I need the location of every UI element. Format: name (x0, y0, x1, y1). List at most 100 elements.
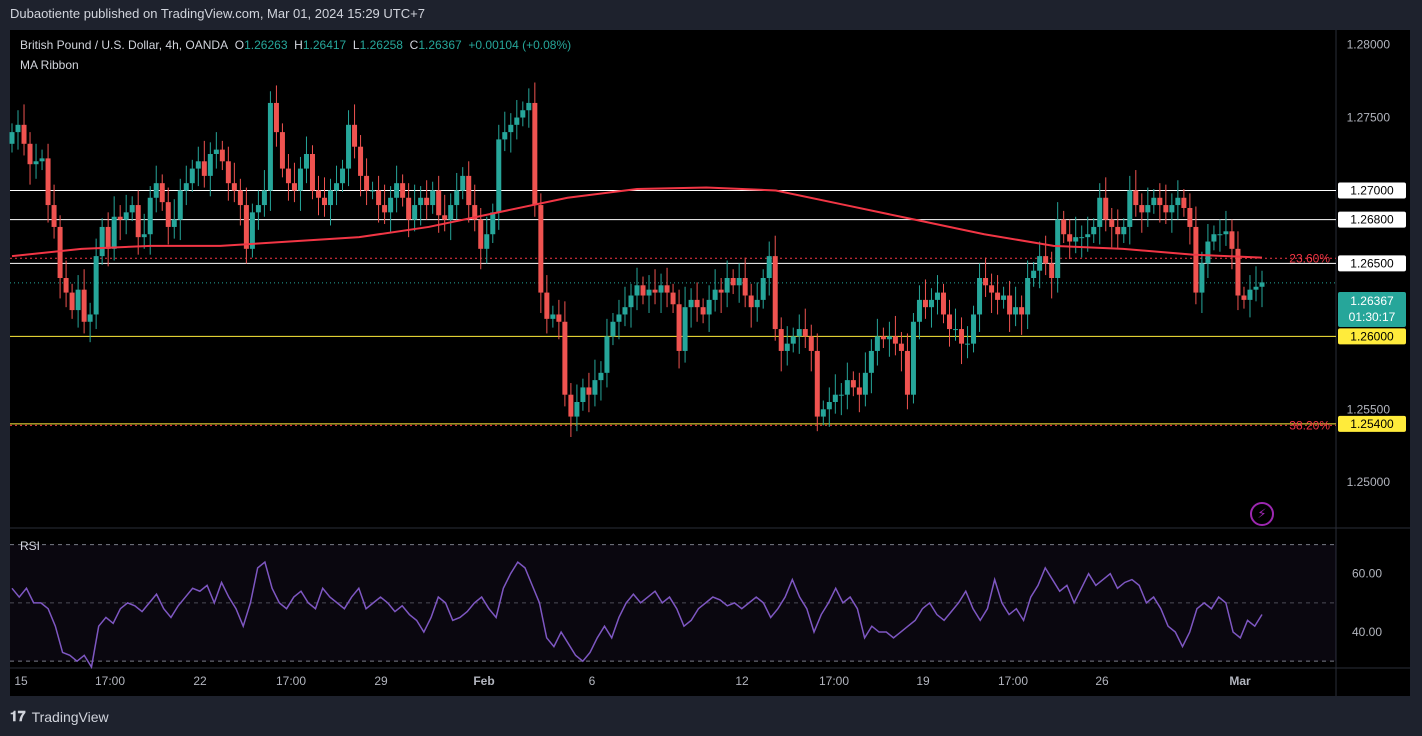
candle-body[interactable] (334, 183, 340, 191)
candle-body[interactable] (69, 292, 75, 311)
candle-body[interactable] (934, 292, 940, 300)
candle-body[interactable] (285, 168, 291, 184)
candle-body[interactable] (718, 289, 724, 293)
candle-body[interactable] (724, 278, 730, 293)
candle-body[interactable] (63, 278, 69, 293)
candle-body[interactable] (568, 394, 574, 417)
candle-body[interactable] (33, 161, 39, 165)
candle-body[interactable] (910, 321, 916, 395)
candle-body[interactable] (814, 350, 820, 417)
candle-body[interactable] (466, 175, 472, 206)
candle-body[interactable] (850, 380, 856, 388)
indicator-ma-ribbon[interactable]: MA Ribbon (20, 58, 79, 72)
candle-body[interactable] (358, 146, 364, 176)
candle-body[interactable] (105, 226, 111, 249)
candle-body[interactable] (502, 132, 508, 140)
candle-body[interactable] (213, 149, 219, 154)
candle-body[interactable] (592, 380, 598, 395)
candle-body[interactable] (424, 197, 430, 206)
candle-body[interactable] (670, 292, 676, 305)
candle-body[interactable] (45, 158, 51, 206)
candle-body[interactable] (454, 190, 460, 206)
candle-body[interactable] (460, 175, 466, 191)
candle-body[interactable] (862, 372, 868, 395)
candle-body[interactable] (1157, 197, 1163, 206)
rsi-line[interactable] (11, 560, 1263, 670)
candle-body[interactable] (1247, 289, 1253, 300)
candle-body[interactable] (922, 299, 928, 308)
candle-body[interactable] (892, 336, 898, 344)
candle-body[interactable] (1073, 237, 1079, 242)
candle-body[interactable] (838, 394, 844, 396)
candle-body[interactable] (291, 183, 297, 191)
candle-body[interactable] (141, 234, 147, 238)
candle-body[interactable] (1109, 219, 1115, 227)
candle-body[interactable] (1037, 256, 1043, 271)
candle-body[interactable] (135, 205, 141, 238)
candle-body[interactable] (364, 175, 370, 191)
candle-body[interactable] (598, 372, 604, 381)
chart-panel[interactable] (10, 30, 1410, 696)
candle-body[interactable] (231, 183, 237, 191)
candle-body[interactable] (664, 285, 670, 293)
candle-body[interactable] (1055, 219, 1061, 278)
candle-body[interactable] (496, 139, 502, 213)
candle-body[interactable] (352, 124, 358, 147)
ma-ribbon-line[interactable] (11, 186, 1263, 259)
candle-body[interactable] (796, 329, 802, 337)
candle-body[interactable] (309, 154, 315, 191)
candle-body[interactable] (195, 161, 201, 169)
candle-body[interactable] (700, 307, 706, 315)
candle-body[interactable] (490, 212, 496, 235)
candle-body[interactable] (1103, 197, 1109, 220)
candle-body[interactable] (1259, 282, 1265, 287)
candle-body[interactable] (81, 289, 87, 322)
candle-body[interactable] (472, 205, 478, 220)
candle-body[interactable] (514, 117, 520, 125)
candle-body[interactable] (574, 402, 580, 417)
candle-body[interactable] (1235, 248, 1241, 296)
candle-body[interactable] (1001, 295, 1007, 300)
candle-body[interactable] (844, 380, 850, 395)
candle-body[interactable] (255, 205, 261, 213)
candle-body[interactable] (977, 278, 983, 315)
candle-body[interactable] (1187, 207, 1193, 227)
candle-body[interactable] (652, 289, 658, 293)
candle-body[interactable] (526, 102, 532, 111)
candle-body[interactable] (189, 168, 195, 184)
candle-body[interactable] (394, 183, 400, 198)
brand-name[interactable]: TradingView (31, 708, 109, 725)
candle-body[interactable] (1127, 190, 1133, 227)
candle-body[interactable] (346, 124, 352, 169)
candle-body[interactable] (640, 285, 646, 296)
candle-body[interactable] (580, 387, 586, 402)
candle-body[interactable] (754, 299, 760, 308)
candle-body[interactable] (201, 161, 207, 176)
candle-body[interactable] (544, 292, 550, 319)
candle-body[interactable] (99, 226, 105, 257)
candle-body[interactable] (75, 289, 81, 311)
candle-body[interactable] (959, 329, 965, 344)
candle-body[interactable] (442, 215, 448, 220)
candle-body[interactable] (610, 321, 616, 337)
candle-body[interactable] (1025, 278, 1031, 315)
candle-body[interactable] (328, 190, 334, 206)
candle-body[interactable] (406, 197, 412, 220)
candle-body[interactable] (940, 292, 946, 315)
candle-body[interactable] (123, 212, 129, 220)
candle-body[interactable] (983, 278, 989, 286)
candle-body[interactable] (706, 299, 712, 315)
candle-body[interactable] (1043, 256, 1049, 264)
candle-body[interactable] (273, 102, 279, 133)
candle-body[interactable] (532, 102, 538, 206)
candle-body[interactable] (928, 299, 934, 308)
candle-body[interactable] (303, 154, 309, 169)
candle-body[interactable] (1031, 270, 1037, 278)
candle-body[interactable] (1151, 197, 1157, 206)
candle-body[interactable] (436, 190, 442, 216)
candle-body[interactable] (965, 343, 971, 345)
candle-body[interactable] (1145, 205, 1151, 213)
candle-body[interactable] (1211, 234, 1217, 242)
candle-body[interactable] (1013, 307, 1019, 315)
candle-body[interactable] (1163, 205, 1169, 213)
